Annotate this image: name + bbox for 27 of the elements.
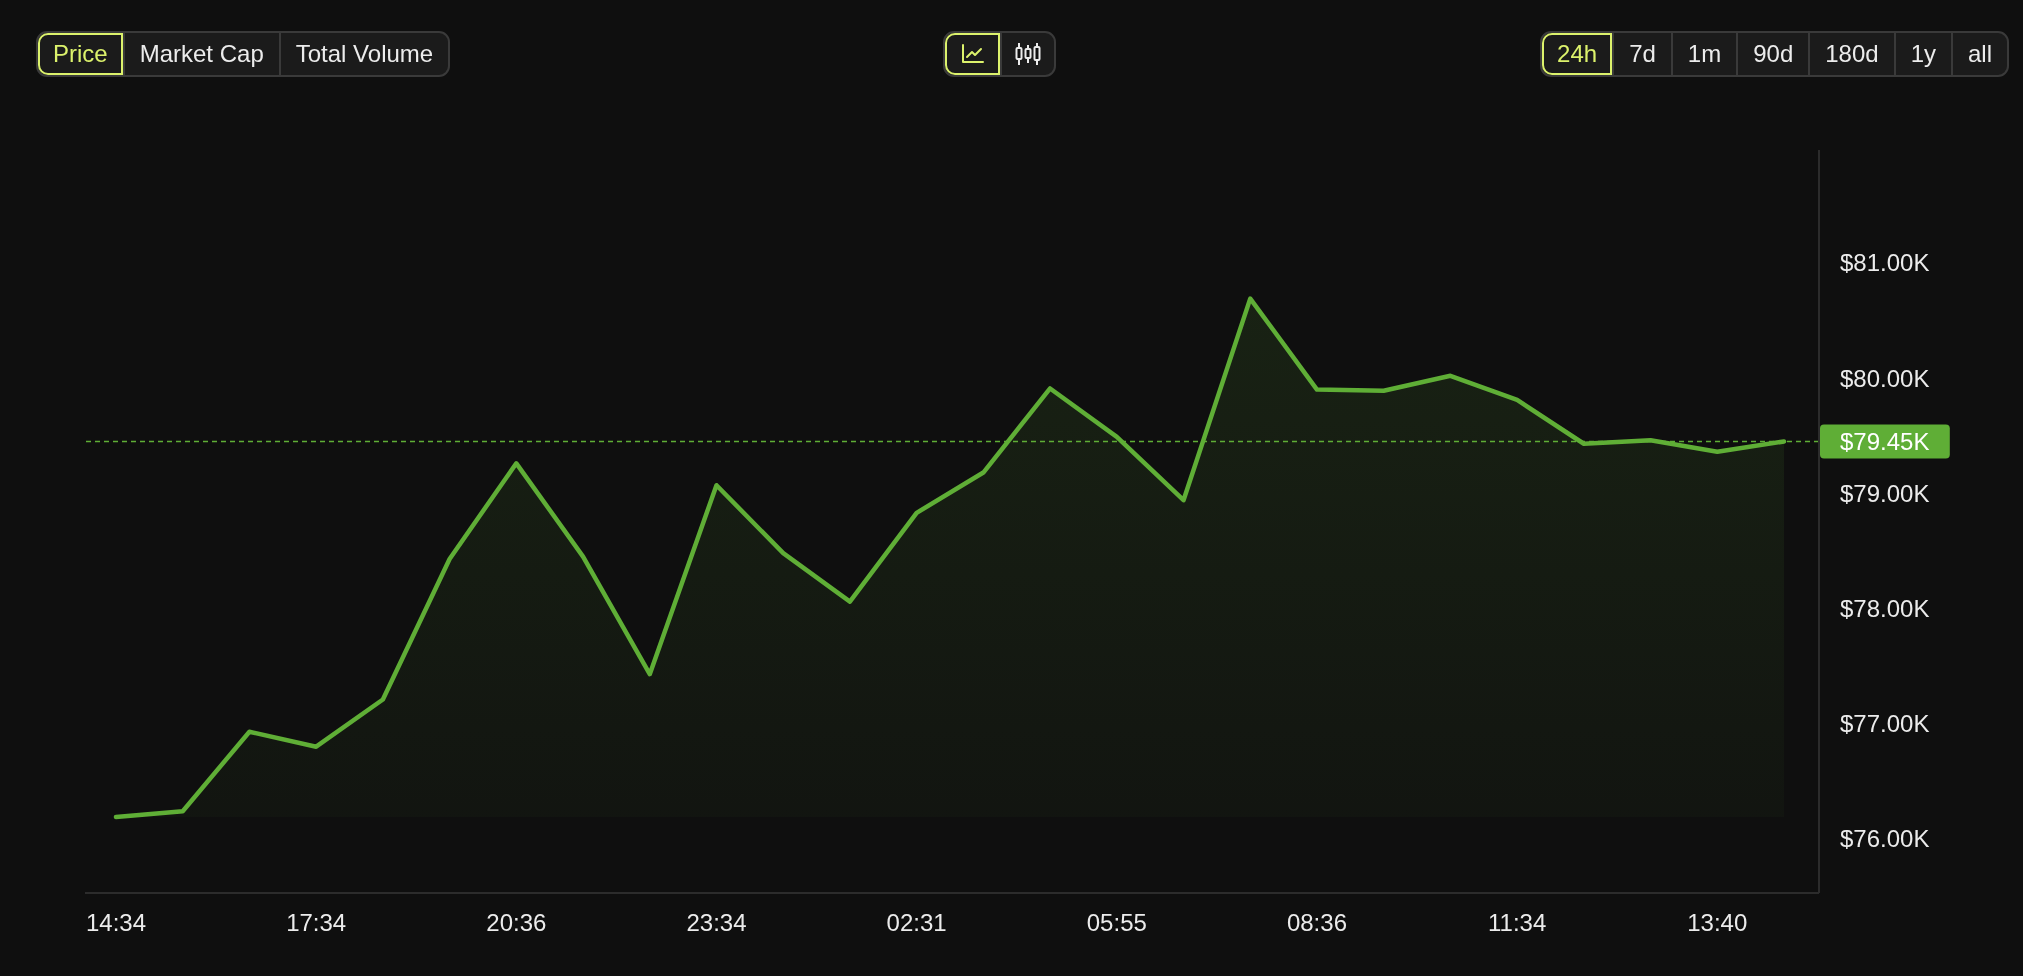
x-tick-label: 02:31 <box>886 909 947 936</box>
ref-line-label: $79.45K <box>1840 427 1930 455</box>
y-tick-label: $76.00K <box>1840 825 1930 853</box>
toggle-button[interactable]: 24h <box>1542 33 1615 75</box>
x-tick-label: 20:36 <box>486 909 547 936</box>
x-tick-label: 05:55 <box>1086 909 1147 936</box>
toggle-button[interactable]: Total Volume <box>280 33 449 75</box>
toggle-button[interactable]: Market Cap <box>124 33 281 75</box>
y-tick-label: $81.00K <box>1840 249 1930 277</box>
y-tick-label: $78.00K <box>1840 594 1930 622</box>
x-tick-label: 13:40 <box>1687 909 1748 936</box>
x-tick-label: 17:34 <box>286 909 347 936</box>
y-tick-label: $80.00K <box>1840 364 1930 392</box>
toggle-button[interactable]: 1m <box>1672 33 1739 75</box>
toggle-button[interactable]: 180d <box>1810 33 1896 75</box>
toggle-button[interactable] <box>945 33 1002 75</box>
toggle-button[interactable]: 90d <box>1738 33 1811 75</box>
x-tick-label: 23:34 <box>686 909 747 936</box>
y-tick-label: $79.00K <box>1840 479 1930 507</box>
toggle-button[interactable]: 1y <box>1895 33 1953 75</box>
toggle-button[interactable]: 7d <box>1614 33 1673 75</box>
toggle-button[interactable]: Price <box>38 33 125 75</box>
y-tick-label: $77.00K <box>1840 710 1930 738</box>
x-tick-label: 14:34 <box>85 909 147 936</box>
x-tick-label: 08:36 <box>1286 909 1347 936</box>
toggle-button[interactable]: all <box>1953 33 2007 75</box>
x-tick-label: 11:34 <box>1487 909 1547 936</box>
